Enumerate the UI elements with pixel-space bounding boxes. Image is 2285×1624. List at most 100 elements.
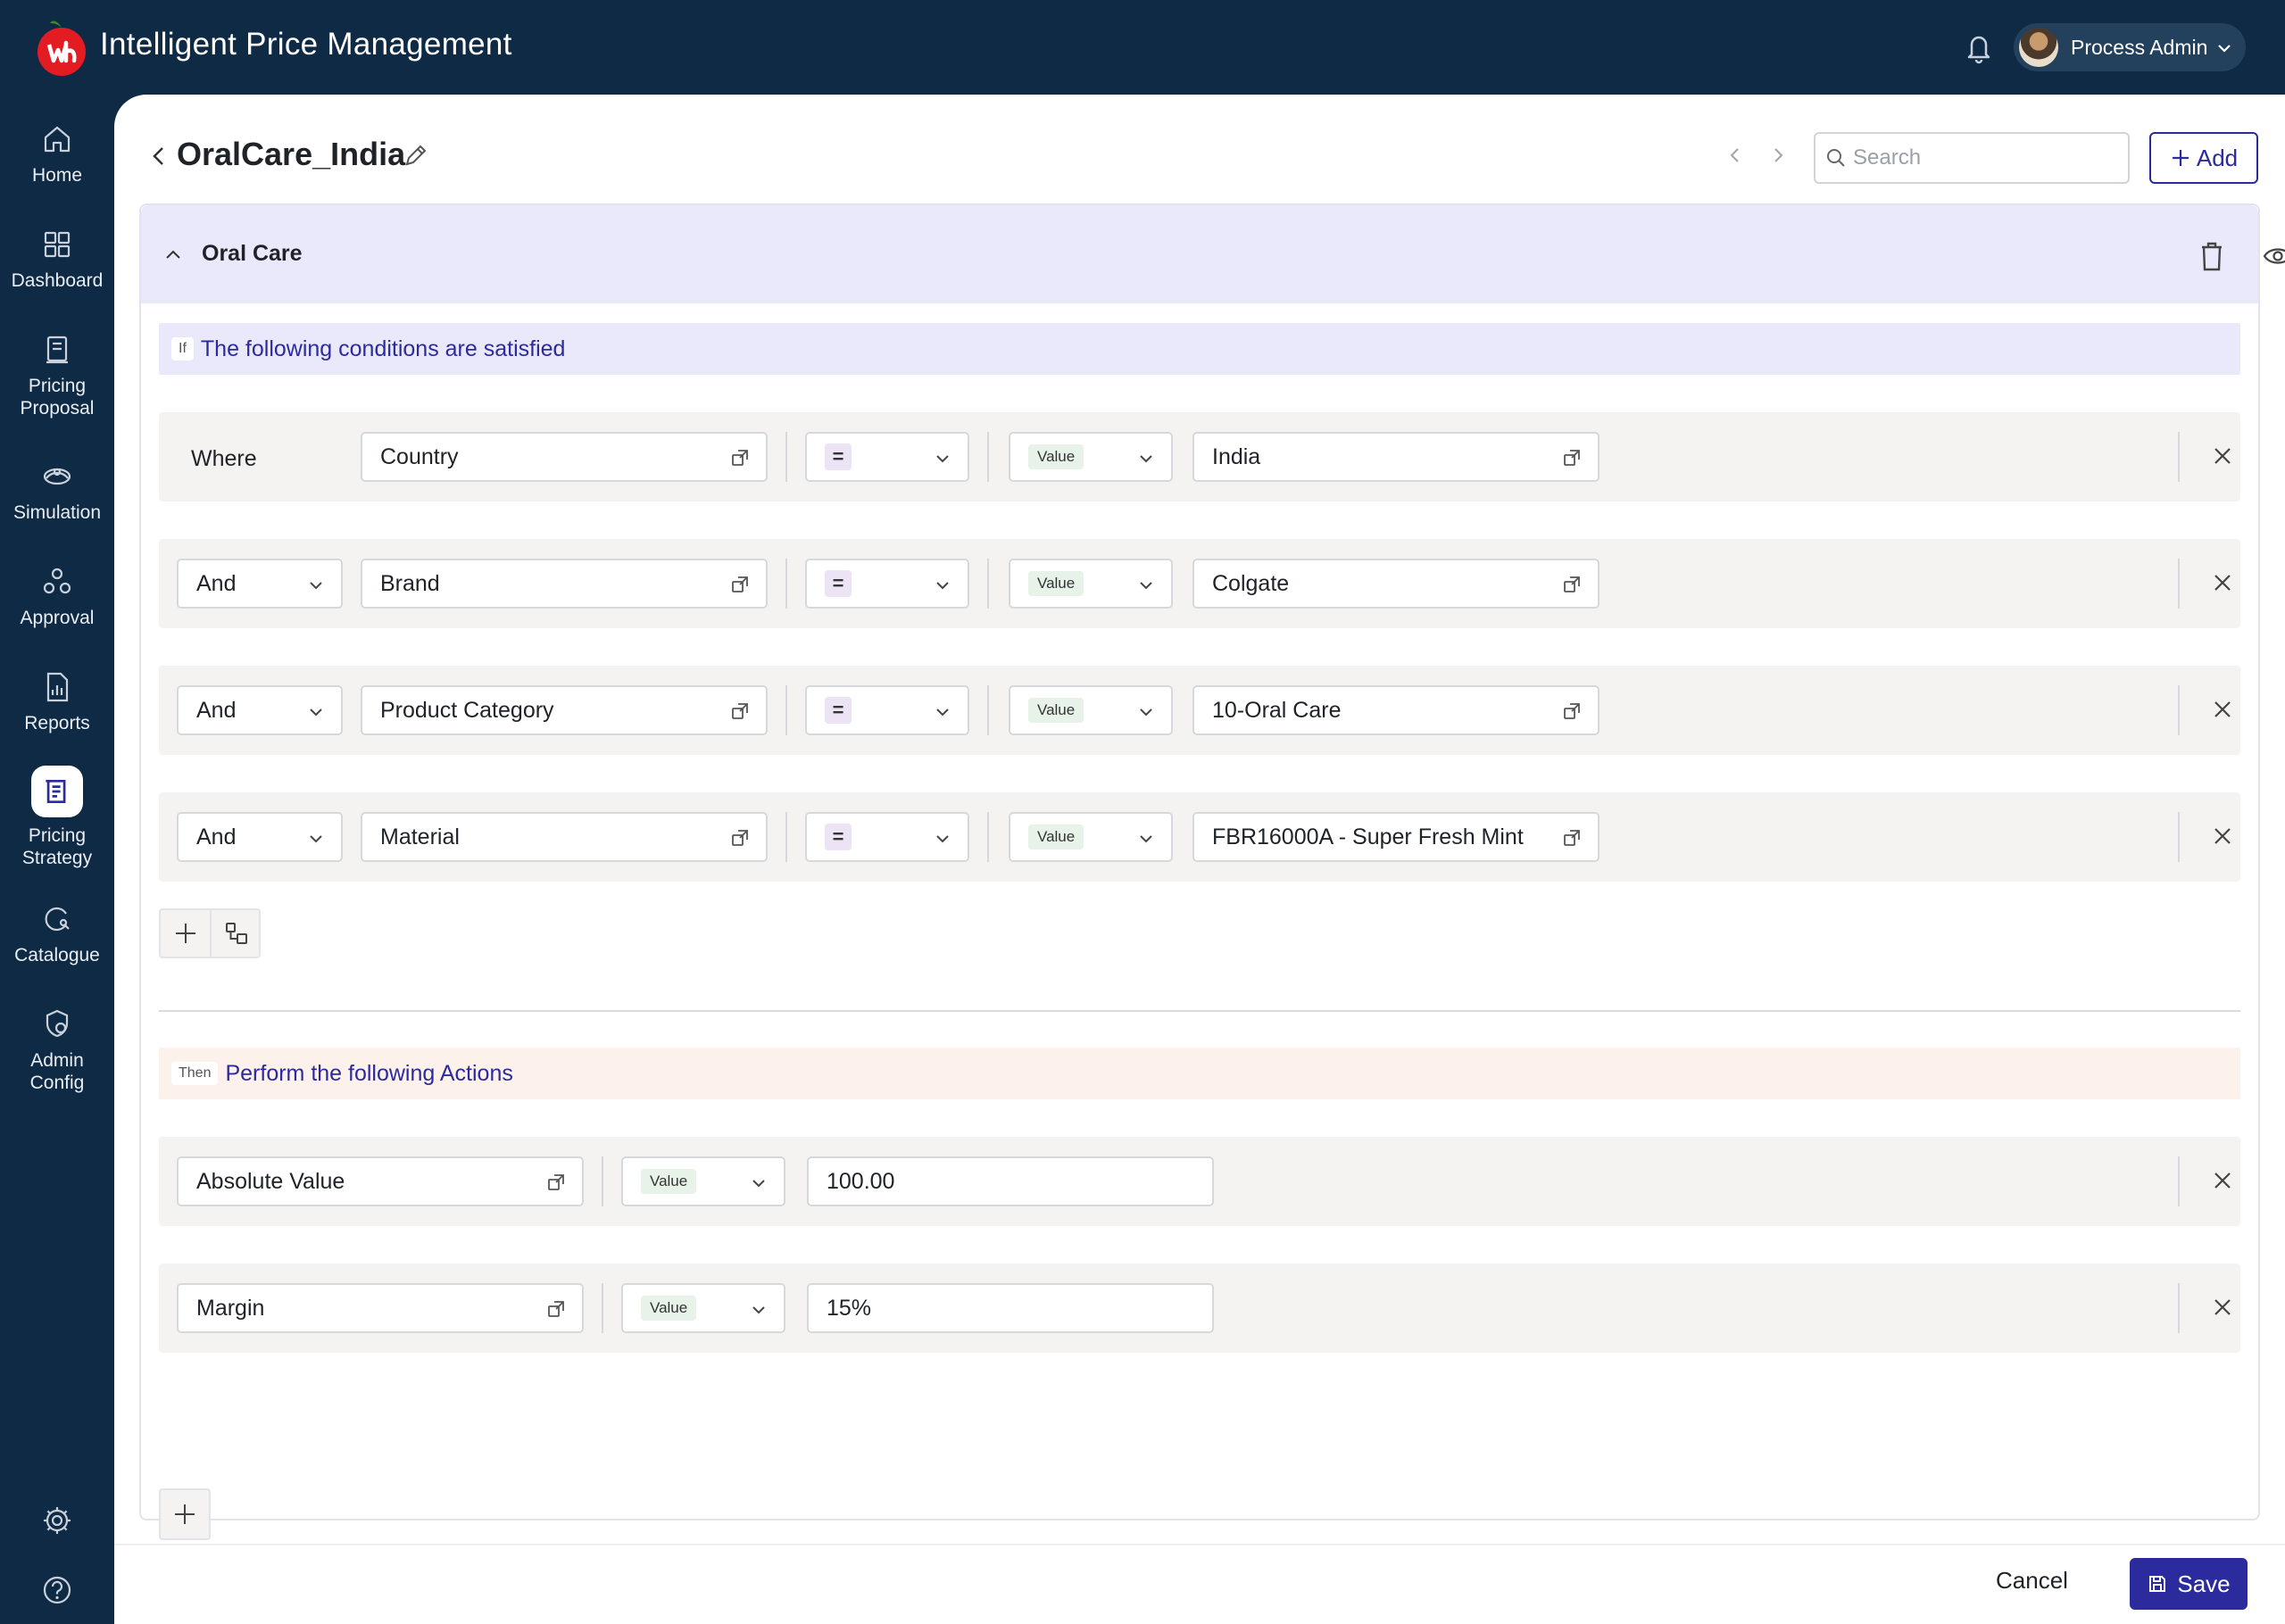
where-label: Where: [191, 446, 257, 471]
value-type-badge: Value: [641, 1296, 697, 1321]
value-type-select[interactable]: Value: [1009, 559, 1173, 609]
home-icon: [44, 126, 71, 153]
add-condition-button[interactable]: [161, 910, 211, 957]
divider: [602, 1283, 603, 1333]
field-select[interactable]: Brand: [361, 559, 768, 609]
field-select[interactable]: Material: [361, 812, 768, 862]
connector-select[interactable]: And: [177, 559, 343, 609]
open-link-icon[interactable]: [1562, 448, 1582, 468]
open-link-icon[interactable]: [1562, 575, 1582, 594]
close-icon[interactable]: [2209, 696, 2236, 723]
sidebar-item-reports[interactable]: Reports: [0, 669, 114, 734]
action-value-input[interactable]: 100.00: [807, 1156, 1214, 1206]
top-bar: Intelligent Price Management Process Adm…: [0, 0, 2285, 95]
plus-icon: [176, 924, 195, 943]
add-button[interactable]: Add: [2149, 132, 2258, 184]
sidebar-item-catalogue[interactable]: Catalogue: [0, 901, 114, 966]
close-icon[interactable]: [2209, 443, 2236, 469]
close-icon[interactable]: [2209, 823, 2236, 849]
dashboard-icon: [44, 231, 71, 258]
chevron-down-icon: [752, 1180, 765, 1188]
user-menu[interactable]: Process Admin: [2014, 23, 2246, 71]
value-type-select[interactable]: Value: [1009, 812, 1173, 862]
settings-icon[interactable]: [39, 1503, 75, 1538]
field-select[interactable]: Country: [361, 432, 768, 482]
connector-select[interactable]: And: [177, 685, 343, 735]
group-icon: [226, 923, 247, 944]
footer-bar: Cancel Save: [114, 1544, 2285, 1624]
actions-banner: Then Perform the following Actions: [159, 1048, 2240, 1099]
approval-icon: [43, 568, 71, 594]
divider: [2178, 685, 2180, 735]
sidebar-item-dashboard[interactable]: Dashboard: [0, 227, 114, 292]
search-input[interactable]: [1853, 145, 2121, 170]
sidebar-item-label: Reports: [24, 713, 90, 733]
if-tag: If: [171, 337, 194, 360]
condition-value: 10-Oral Care: [1212, 697, 1342, 723]
cancel-button[interactable]: Cancel: [1996, 1567, 2068, 1594]
value-type-select[interactable]: Value: [1009, 685, 1173, 735]
open-link-icon[interactable]: [1562, 701, 1582, 721]
operator-value: =: [825, 697, 852, 724]
connector-select[interactable]: And: [177, 812, 343, 862]
search-box[interactable]: [1814, 132, 2130, 184]
condition-value: India: [1212, 443, 1261, 469]
divider: [2178, 812, 2180, 862]
operator-select[interactable]: =: [805, 432, 969, 482]
save-button[interactable]: Save: [2130, 1558, 2248, 1610]
action-field-select[interactable]: Absolute Value: [177, 1156, 584, 1206]
chevron-down-icon: [936, 708, 949, 717]
chevron-right-icon[interactable]: [1767, 145, 1789, 166]
save-icon: [2149, 1576, 2166, 1592]
bell-icon[interactable]: [1964, 30, 1994, 64]
sidebar-item-admin-config[interactable]: Admin Config: [0, 1007, 114, 1094]
eye-icon[interactable]: [2262, 243, 2285, 269]
help-icon[interactable]: [39, 1572, 75, 1608]
condition-value-field[interactable]: India: [1192, 432, 1600, 482]
condition-value-field[interactable]: Colgate: [1192, 559, 1600, 609]
chevron-down-icon: [1140, 708, 1152, 717]
sidebar-item-simulation[interactable]: Simulation: [0, 459, 114, 524]
condition-row: Where Country = Value India: [159, 412, 2240, 501]
sidebar-item-pricing-strategy[interactable]: Pricing Strategy: [0, 766, 114, 869]
open-link-icon[interactable]: [730, 448, 750, 468]
close-icon[interactable]: [2209, 569, 2236, 596]
divider: [210, 910, 212, 957]
chevron-up-icon[interactable]: [162, 244, 184, 266]
condition-value-field[interactable]: 10-Oral Care: [1192, 685, 1600, 735]
divider: [785, 685, 787, 735]
operator-select[interactable]: =: [805, 812, 969, 862]
open-link-icon[interactable]: [730, 575, 750, 594]
user-name: Process Admin: [2071, 35, 2208, 59]
divider: [785, 812, 787, 862]
operator-select[interactable]: =: [805, 685, 969, 735]
edit-pencil-icon[interactable]: [402, 141, 430, 170]
field-select[interactable]: Product Category: [361, 685, 768, 735]
avatar: [2019, 28, 2058, 67]
action-field-select[interactable]: Margin: [177, 1283, 584, 1333]
sidebar-item-approval[interactable]: Approval: [0, 564, 114, 629]
add-condition-group-button[interactable]: [212, 910, 262, 957]
open-link-icon[interactable]: [546, 1299, 566, 1319]
chevron-left-icon[interactable]: [1724, 145, 1746, 166]
close-icon[interactable]: [2209, 1167, 2236, 1194]
open-link-icon[interactable]: [730, 701, 750, 721]
condition-value-field[interactable]: FBR16000A - Super Fresh Mint: [1192, 812, 1600, 862]
open-link-icon[interactable]: [546, 1172, 566, 1192]
sidebar-item-pricing-proposal[interactable]: Pricing Proposal: [0, 332, 114, 419]
action-value-input[interactable]: 15%: [807, 1283, 1214, 1333]
chevron-down-icon: [936, 582, 949, 590]
back-arrow-icon[interactable]: [146, 143, 171, 170]
add-action-button[interactable]: [159, 1488, 211, 1540]
value-type-select[interactable]: Value: [621, 1283, 785, 1333]
operator-select[interactable]: =: [805, 559, 969, 609]
open-link-icon[interactable]: [1562, 828, 1582, 848]
value-type-select[interactable]: Value: [621, 1156, 785, 1206]
sidebar-item-home[interactable]: Home: [0, 121, 114, 186]
close-icon[interactable]: [2209, 1294, 2236, 1321]
sidebar-item-label: Admin Config: [29, 1050, 85, 1093]
trash-icon[interactable]: [2196, 239, 2228, 273]
value-type-select[interactable]: Value: [1009, 432, 1173, 482]
open-link-icon[interactable]: [730, 828, 750, 848]
divider: [785, 432, 787, 482]
